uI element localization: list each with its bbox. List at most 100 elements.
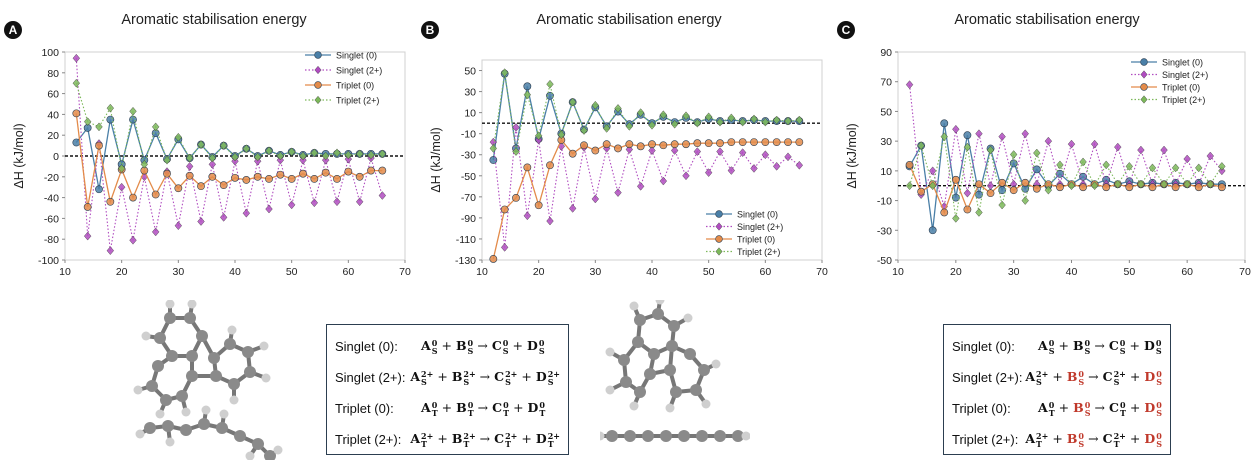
carbon-atom — [154, 332, 166, 344]
x-tick-label: 40 — [1066, 266, 1078, 275]
equation-formula: A 2+ T + B 2+ T → C 2+ T + D 2+ T — [410, 430, 560, 449]
data-point — [208, 160, 216, 169]
y-axis-label: ΔH (kJ/mol) — [429, 127, 443, 192]
data-point — [784, 152, 792, 162]
data-point — [998, 200, 1006, 210]
data-point — [287, 174, 296, 183]
data-point — [546, 79, 554, 89]
carbon-atom — [678, 430, 690, 442]
data-point — [512, 193, 520, 202]
hydrogen-atom — [219, 409, 229, 419]
data-point — [151, 190, 160, 199]
data-point — [489, 156, 498, 164]
hydrogen-atom — [701, 399, 711, 409]
carbon-atom — [164, 312, 176, 324]
data-point — [1044, 136, 1053, 146]
data-point — [489, 144, 497, 153]
data-point — [602, 140, 611, 149]
equation-label: Singlet (0): — [335, 339, 398, 354]
carbon-atom — [264, 450, 276, 460]
data-point — [1125, 183, 1134, 192]
hydrogen-atom — [133, 385, 143, 395]
x-tick-label: 40 — [229, 266, 241, 275]
carbon-atom — [242, 346, 254, 358]
data-point — [929, 166, 937, 176]
carbon-atom — [152, 360, 164, 372]
x-tick-label: 70 — [816, 266, 828, 275]
data-point — [106, 197, 115, 206]
data-point — [1090, 181, 1099, 191]
data-point — [174, 221, 182, 230]
y-tick-label: -30 — [877, 225, 892, 237]
equation-label: Singlet (2+): — [952, 370, 1023, 385]
series-line — [909, 136, 1223, 219]
y-tick-label: -80 — [44, 234, 59, 246]
data-point — [704, 139, 713, 148]
data-point — [310, 148, 318, 158]
y-tick-label: -110 — [456, 234, 476, 246]
data-point — [614, 144, 622, 153]
y-tick-label: 60 — [47, 89, 59, 101]
data-point — [637, 182, 645, 191]
hydrogen-atom — [141, 331, 151, 341]
y-tick-label: -50 — [461, 171, 476, 183]
data-point — [682, 111, 690, 121]
data-point — [975, 208, 983, 217]
data-point — [705, 168, 713, 177]
y-tick-label: -90 — [461, 213, 476, 225]
carbon-atom — [664, 364, 676, 376]
data-point — [636, 142, 645, 151]
equation-formula: A 2+ T + B 0 S → C 2+ T + D 0 S — [1025, 430, 1162, 449]
data-point — [333, 174, 341, 183]
carbon-atom — [210, 370, 222, 382]
legend-marker — [1140, 95, 1148, 104]
data-point — [501, 68, 509, 77]
plot-area — [481, 59, 823, 261]
equation-row: Triplet (0): A 0 T + B 0 S → C 0 T + D 0 S — [952, 393, 1162, 424]
data-point — [1171, 163, 1180, 173]
data-point — [219, 181, 228, 190]
carbon-atom — [668, 320, 680, 332]
data-point — [568, 149, 577, 158]
equation-row: Triplet (0): A 0 T + B 0 T → C 0 T + D 0 T — [335, 393, 560, 424]
data-point — [952, 124, 960, 134]
y-tick-label: 80 — [47, 68, 59, 80]
legend-label: Triplet (2+) — [1162, 95, 1205, 105]
legend-marker — [314, 65, 322, 75]
panel-badge — [837, 21, 855, 39]
carbon-atom — [162, 420, 174, 432]
x-tick-label: 20 — [533, 266, 545, 275]
hydrogen-atom — [273, 445, 283, 455]
hydrogen-atom — [165, 437, 175, 447]
data-point — [940, 208, 949, 217]
data-point — [1102, 183, 1111, 192]
data-point — [378, 191, 386, 200]
data-point — [986, 145, 995, 155]
data-point — [739, 148, 747, 157]
y-tick-label: 100 — [41, 47, 59, 59]
data-point — [546, 161, 554, 170]
x-tick-label: 40 — [646, 266, 658, 275]
data-point — [1137, 145, 1145, 155]
y-tick-label: -130 — [455, 255, 476, 267]
carbon-atom — [234, 430, 246, 442]
hydrogen-atom — [605, 347, 615, 357]
panel-badge — [421, 21, 439, 39]
data-point — [523, 211, 531, 221]
data-point — [344, 150, 352, 160]
data-point — [963, 188, 972, 198]
data-point — [500, 205, 509, 214]
data-point — [276, 151, 284, 161]
data-point — [197, 140, 205, 149]
data-point — [367, 150, 375, 160]
data-point — [265, 174, 273, 183]
carbon-atom — [228, 378, 240, 390]
y-tick-label: -70 — [461, 192, 476, 204]
data-point — [1067, 139, 1076, 149]
data-point — [489, 255, 498, 263]
data-point — [738, 138, 747, 147]
hydrogen-atom — [229, 395, 239, 405]
carbon-atom — [632, 336, 644, 348]
carbon-atom — [186, 350, 198, 362]
